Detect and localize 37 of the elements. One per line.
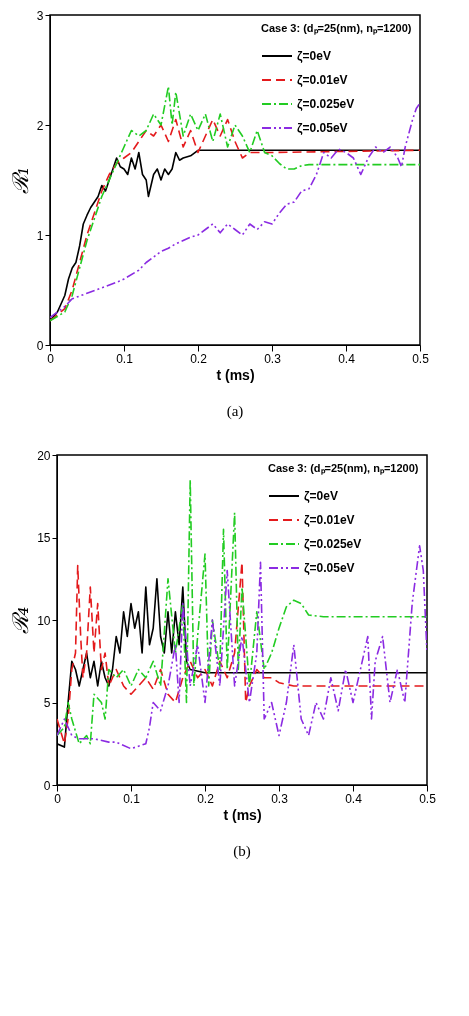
legend-label: ζ=0.01eV [297, 73, 348, 87]
y-tick-label: 0 [36, 338, 44, 353]
x-tick-label: 0 [54, 791, 62, 806]
y-tick-label: 1 [36, 228, 44, 243]
x-tick-label: 0.4 [345, 791, 363, 806]
y-tick-label: 5 [43, 696, 51, 710]
y-tick-label: 20 [37, 448, 51, 463]
x-axis-title: t (ms) [216, 366, 255, 383]
y-axis-title: ℛ₁ [7, 166, 33, 195]
text: (b) [233, 843, 251, 860]
y-tick-label: 15 [37, 531, 51, 545]
x-axis-title: t (ms) [223, 806, 262, 823]
legend-title: Case 3: (dₚ=25(nm), nₚ=1200) [268, 462, 419, 475]
x-tick-label: 0.2 [190, 351, 208, 366]
x-tick-label: 0.5 [419, 791, 437, 806]
legend-label: ζ=0.025eV [304, 537, 362, 551]
text: (a) [226, 403, 244, 420]
y-tick-label: 10 [37, 613, 51, 628]
legend-title: Case 3: (dₚ=25(nm), nₚ=1200) [261, 22, 412, 35]
y-tick-label: 2 [36, 118, 44, 133]
x-tick-label: 0.1 [116, 351, 134, 366]
x-tick-label: 0.3 [264, 351, 282, 366]
legend-label: ζ=0.025eV [297, 97, 355, 111]
legend-label: ζ=0.01eV [304, 513, 355, 527]
x-tick-label: 0.3 [271, 791, 289, 806]
x-tick-label: 0.1 [123, 791, 141, 806]
legend-label: ζ=0eV [297, 49, 331, 63]
line-series [57, 478, 427, 745]
y-axis-title: ℛ₄ [8, 606, 34, 635]
y-tick-label: 3 [36, 8, 44, 23]
y-tick-label: 0 [43, 778, 51, 793]
x-tick-label: 0.4 [338, 351, 356, 366]
legend-label: ζ=0eV [304, 489, 338, 503]
legend-label: ζ=0.05eV [304, 561, 355, 575]
x-tick-label: 0.5 [412, 351, 430, 366]
legend-label: ζ=0.05eV [297, 121, 348, 135]
x-tick-label: 0.2 [197, 791, 215, 806]
